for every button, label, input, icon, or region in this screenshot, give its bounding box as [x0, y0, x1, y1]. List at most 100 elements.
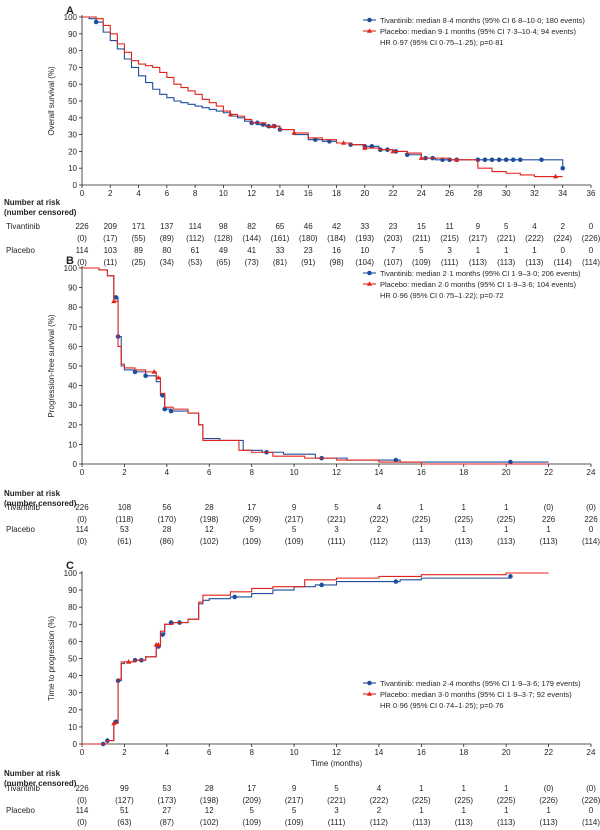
risk-count-placebo: 3 — [447, 246, 452, 255]
y-tick-label: 40 — [68, 114, 77, 123]
risk-censored-placebo: (113) — [525, 258, 543, 267]
risk-censored-placebo: (114) — [554, 258, 572, 267]
x-tick-label: 0 — [80, 468, 85, 477]
x-tick-label: 20 — [360, 189, 369, 198]
y-tick-label: 40 — [68, 382, 77, 391]
risk-censored-placebo: (0) — [77, 258, 87, 267]
x-tick-label: 2 — [122, 468, 127, 477]
x-tick-label: 10 — [290, 468, 299, 477]
censor-mark-placebo — [291, 130, 297, 135]
risk-table-title: Number at risk — [4, 198, 61, 207]
risk-censored-tivantinib: (225) — [497, 515, 516, 524]
risk-count-tivantinib: 42 — [332, 222, 341, 231]
risk-count-tivantinib: 5 — [334, 784, 339, 793]
risk-censored-placebo: (91) — [301, 258, 316, 267]
x-tick-label: 14 — [374, 468, 383, 477]
risk-censored-tivantinib: (225) — [412, 515, 431, 524]
risk-censored-placebo: (73) — [245, 258, 260, 267]
risk-count-tivantinib: 226 — [75, 222, 89, 231]
risk-count-tivantinib: 1 — [504, 503, 509, 512]
risk-count-tivantinib: 171 — [132, 222, 146, 231]
censor-mark-tivantinib — [482, 157, 488, 163]
risk-count-tivantinib: 99 — [120, 784, 129, 793]
risk-count-placebo: 61 — [191, 246, 200, 255]
censor-mark-placebo — [151, 369, 157, 374]
legend-marker-placebo — [366, 281, 373, 286]
risk-censored-tivantinib: (0) — [77, 796, 87, 805]
censor-mark-placebo — [340, 140, 347, 145]
risk-censored-tivantinib: (226) — [582, 796, 600, 805]
risk-censored-tivantinib: (225) — [454, 515, 473, 524]
panel-label: A — [66, 5, 74, 17]
y-tick-label: 70 — [68, 620, 77, 629]
risk-count-tivantinib: 46 — [304, 222, 313, 231]
risk-censored-tivantinib: (0) — [77, 234, 87, 243]
risk-count-placebo: 27 — [162, 806, 171, 815]
x-tick-label: 8 — [249, 748, 254, 757]
y-tick-label: 30 — [68, 401, 77, 410]
y-tick-label: 0 — [73, 460, 78, 469]
risk-count-placebo: 1 — [504, 525, 509, 534]
x-tick-label: 14 — [374, 748, 383, 757]
legend-marker-tivantinib — [367, 680, 372, 686]
risk-censored-placebo: (65) — [216, 258, 231, 267]
risk-censored-placebo: (113) — [412, 818, 430, 827]
x-tick-label: 36 — [587, 189, 596, 198]
y-axis-title: Time to progression (%) — [47, 616, 56, 701]
risk-table-title: Number at risk — [4, 489, 61, 498]
censor-mark-tivantinib — [160, 393, 165, 398]
risk-count-placebo: 1 — [462, 806, 467, 815]
risk-count-tivantinib: 137 — [160, 222, 174, 231]
risk-count-tivantinib: 226 — [75, 784, 89, 793]
x-tick-label: 10 — [290, 748, 299, 757]
risk-count-placebo: 5 — [292, 525, 297, 534]
risk-count-placebo: 0 — [560, 246, 565, 255]
x-tick-label: 12 — [247, 189, 256, 198]
x-tick-label: 18 — [459, 468, 468, 477]
risk-censored-tivantinib: (217) — [285, 796, 304, 805]
y-tick-label: 0 — [73, 740, 78, 749]
risk-censored-tivantinib: (222) — [525, 234, 544, 243]
censor-mark-tivantinib — [518, 157, 523, 163]
risk-count-placebo: 114 — [76, 246, 89, 255]
risk-censored-placebo: (81) — [273, 258, 288, 267]
censor-mark-tivantinib — [503, 157, 509, 163]
y-tick-label: 80 — [68, 47, 77, 56]
risk-censored-placebo: (0) — [77, 818, 87, 827]
y-tick-label: 90 — [68, 586, 77, 595]
panel-label: C — [66, 560, 74, 572]
x-tick-label: 2 — [108, 189, 113, 198]
censor-mark-placebo — [227, 111, 234, 117]
y-tick-label: 80 — [68, 603, 77, 612]
risk-censored-placebo: (86) — [160, 537, 175, 546]
x-tick-label: 32 — [530, 189, 539, 198]
risk-censored-tivantinib: (221) — [497, 234, 516, 243]
risk-count-placebo: 1 — [419, 525, 424, 534]
risk-count-tivantinib: 108 — [118, 503, 132, 512]
x-tick-label: 22 — [544, 468, 553, 477]
risk-censored-tivantinib: (89) — [160, 234, 175, 243]
legend-marker-tivantinib — [367, 270, 372, 276]
risk-count-placebo: 5 — [249, 806, 254, 815]
x-tick-label: 14 — [275, 189, 284, 198]
risk-censored-placebo: (25) — [131, 258, 146, 267]
risk-censored-placebo: (87) — [160, 818, 175, 827]
risk-censored-tivantinib: 226 — [542, 515, 556, 524]
censor-mark-placebo — [553, 173, 559, 179]
risk-censored-tivantinib: (209) — [242, 796, 261, 805]
risk-censored-placebo: (111) — [328, 537, 346, 546]
y-tick-label: 20 — [68, 706, 77, 715]
risk-count-tivantinib: 1 — [504, 784, 509, 793]
risk-censored-placebo: (113) — [497, 818, 515, 827]
risk-count-tivantinib: 5 — [334, 503, 339, 512]
x-tick-label: 16 — [304, 189, 313, 198]
y-tick-label: 50 — [68, 362, 77, 371]
risk-count-tivantinib: (0) — [544, 503, 554, 512]
censor-mark-tivantinib — [319, 582, 324, 588]
x-tick-label: 10 — [219, 189, 228, 198]
risk-censored-placebo: (114) — [582, 258, 600, 267]
y-tick-label: 60 — [68, 637, 77, 646]
risk-censored-tivantinib: (225) — [454, 796, 473, 805]
y-tick-label: 80 — [68, 303, 77, 312]
